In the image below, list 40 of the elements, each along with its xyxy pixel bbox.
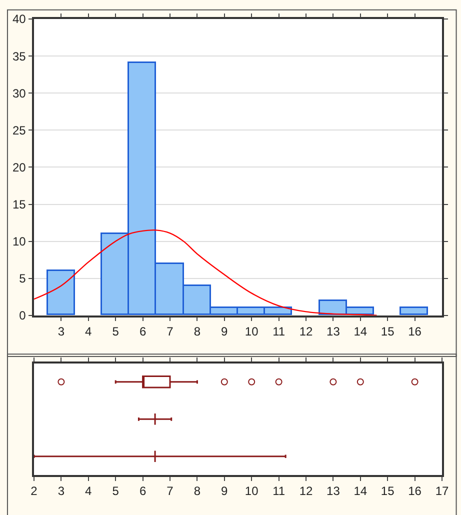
y-tick-label: 15 [12,197,26,212]
x-tick-label: 4 [85,324,92,339]
x-tick-label: 4 [85,484,92,498]
x-tick-label: 14 [354,484,368,498]
x-tick-label: 12 [299,324,313,339]
x-tick-label: 7 [166,324,174,339]
x-tick-label: 15 [380,324,395,339]
x-tick-label: 9 [221,484,228,498]
x-tick-label: 13 [326,484,340,498]
x-tick-label: 6 [139,324,146,339]
x-tick-label: 16 [408,324,422,339]
x-tick-label: 10 [244,484,259,498]
y-tick-label: 35 [12,49,26,64]
y-tick-label: 10 [12,234,26,248]
x-tick-label: 6 [139,484,146,498]
y-tick-label: 0 [19,308,26,323]
x-tick-label: 17 [435,484,449,498]
x-tick-label: 7 [166,484,174,498]
x-tick-label: 15 [380,484,395,498]
x-tick-label: 14 [354,324,368,339]
x-tick-label: 10 [244,324,259,339]
x-tick-label: 5 [112,484,120,498]
x-tick-label: 3 [58,484,65,498]
x-tick-label: 5 [112,324,120,339]
x-tick-label: 9 [221,324,228,339]
x-tick-label: 8 [194,484,201,498]
y-tick-label: 25 [12,123,26,138]
x-tick-label: 12 [299,484,313,498]
y-tick-label: 20 [12,160,26,174]
y-tick-label: 5 [19,272,26,286]
x-tick-label: 13 [326,324,340,339]
line-series [34,230,378,316]
x-tick-label: 11 [272,484,286,498]
x-tick-label: 2 [30,484,38,498]
x-tick-label: 3 [58,324,65,339]
y-tick-label: 30 [12,86,26,100]
x-tick-label: 16 [408,484,422,498]
x-tick-label: 11 [272,324,286,339]
y-tick-label: 40 [12,12,26,26]
x-tick-label: 8 [194,324,201,339]
